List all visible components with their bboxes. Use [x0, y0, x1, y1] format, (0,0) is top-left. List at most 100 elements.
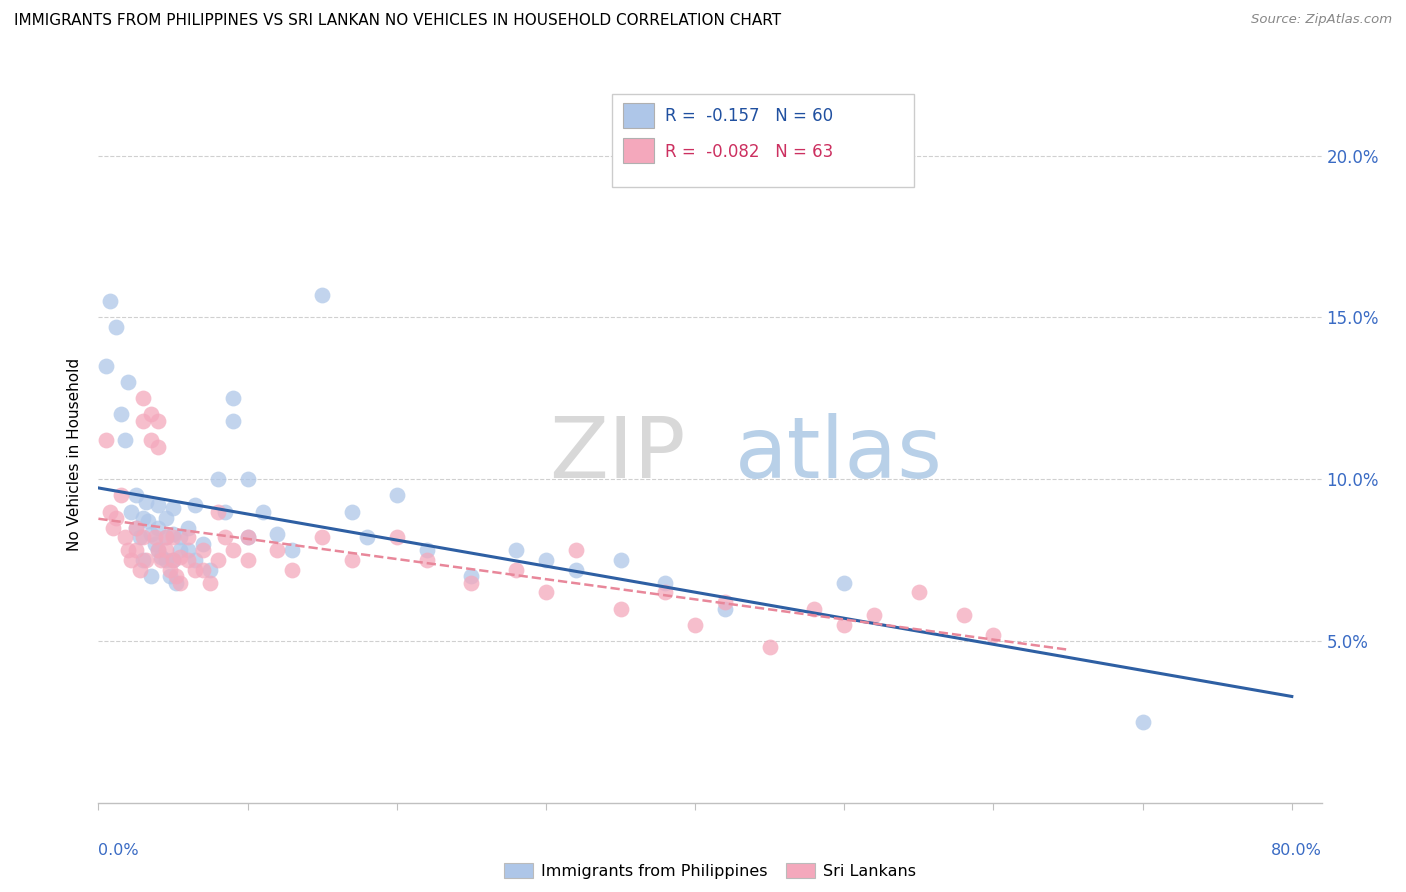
Point — [184, 563, 207, 577]
Point — [159, 563, 181, 577]
Point — [415, 543, 437, 558]
Point — [221, 392, 243, 406]
Point — [340, 504, 363, 518]
Point — [534, 553, 557, 567]
Point — [105, 511, 128, 525]
Point — [155, 511, 177, 525]
Point — [340, 553, 363, 567]
Point — [311, 287, 333, 301]
Point — [236, 531, 259, 545]
Point — [460, 569, 482, 583]
Point — [683, 617, 706, 632]
Point — [155, 543, 177, 558]
Point — [110, 488, 132, 502]
Point — [162, 501, 184, 516]
Point — [207, 504, 229, 518]
Point — [863, 608, 886, 623]
Text: atlas: atlas — [734, 413, 942, 497]
Point — [110, 408, 132, 422]
Point — [191, 537, 214, 551]
Point — [281, 563, 304, 577]
Point — [252, 504, 274, 518]
Point — [169, 575, 191, 590]
Point — [236, 531, 259, 545]
Point — [191, 543, 214, 558]
Point — [146, 521, 169, 535]
Point — [385, 531, 408, 545]
Legend: Immigrants from Philippines, Sri Lankans: Immigrants from Philippines, Sri Lankans — [498, 857, 922, 885]
Point — [129, 531, 152, 545]
Point — [132, 511, 155, 525]
Point — [120, 504, 142, 518]
Point — [236, 472, 259, 486]
Text: 0.0%: 0.0% — [98, 843, 139, 858]
Point — [266, 527, 288, 541]
Point — [162, 527, 184, 541]
Text: R =  -0.082   N = 63: R = -0.082 N = 63 — [665, 143, 834, 161]
Point — [98, 504, 121, 518]
Point — [832, 575, 855, 590]
Text: R =  -0.157   N = 60: R = -0.157 N = 60 — [665, 107, 834, 125]
Point — [146, 414, 169, 428]
Point — [177, 531, 200, 545]
Point — [162, 553, 184, 567]
Point — [311, 531, 333, 545]
Point — [609, 553, 631, 567]
Point — [1132, 714, 1154, 729]
Point — [125, 521, 148, 535]
Text: IMMIGRANTS FROM PHILIPPINES VS SRI LANKAN NO VEHICLES IN HOUSEHOLD CORRELATION C: IMMIGRANTS FROM PHILIPPINES VS SRI LANKA… — [14, 13, 782, 29]
Point — [983, 627, 1005, 641]
Point — [165, 569, 187, 583]
Point — [125, 521, 148, 535]
Point — [714, 595, 737, 609]
Point — [135, 495, 157, 509]
Point — [125, 543, 148, 558]
Point — [221, 414, 243, 428]
Point — [117, 543, 139, 558]
Point — [150, 549, 173, 564]
Point — [146, 498, 169, 512]
Point — [184, 553, 207, 567]
Point — [505, 563, 527, 577]
Point — [908, 585, 931, 599]
Point — [169, 531, 191, 545]
Point — [200, 563, 222, 577]
Point — [139, 527, 162, 541]
Point — [505, 543, 527, 558]
Point — [207, 553, 229, 567]
Point — [155, 531, 177, 545]
Point — [214, 531, 236, 545]
Point — [207, 472, 229, 486]
Point — [832, 617, 855, 632]
Point — [105, 320, 128, 334]
Point — [654, 575, 676, 590]
Point — [132, 392, 155, 406]
Point — [177, 543, 200, 558]
Point — [803, 601, 825, 615]
Point — [191, 563, 214, 577]
Point — [565, 543, 588, 558]
Text: Source: ZipAtlas.com: Source: ZipAtlas.com — [1251, 13, 1392, 27]
Point — [177, 521, 200, 535]
Point — [155, 531, 177, 545]
Point — [150, 553, 173, 567]
Point — [162, 531, 184, 545]
Point — [132, 553, 155, 567]
Point — [266, 543, 288, 558]
Point — [132, 414, 155, 428]
Point — [146, 543, 169, 558]
Point — [155, 553, 177, 567]
Point — [184, 498, 207, 512]
Point — [460, 575, 482, 590]
Point — [169, 549, 191, 564]
Point — [385, 488, 408, 502]
Point — [139, 569, 162, 583]
Point — [143, 531, 166, 545]
Point — [125, 488, 148, 502]
Point — [94, 434, 117, 448]
Point — [129, 563, 152, 577]
Point — [94, 359, 117, 373]
Point — [758, 640, 780, 655]
Point — [214, 504, 236, 518]
Point — [565, 563, 588, 577]
